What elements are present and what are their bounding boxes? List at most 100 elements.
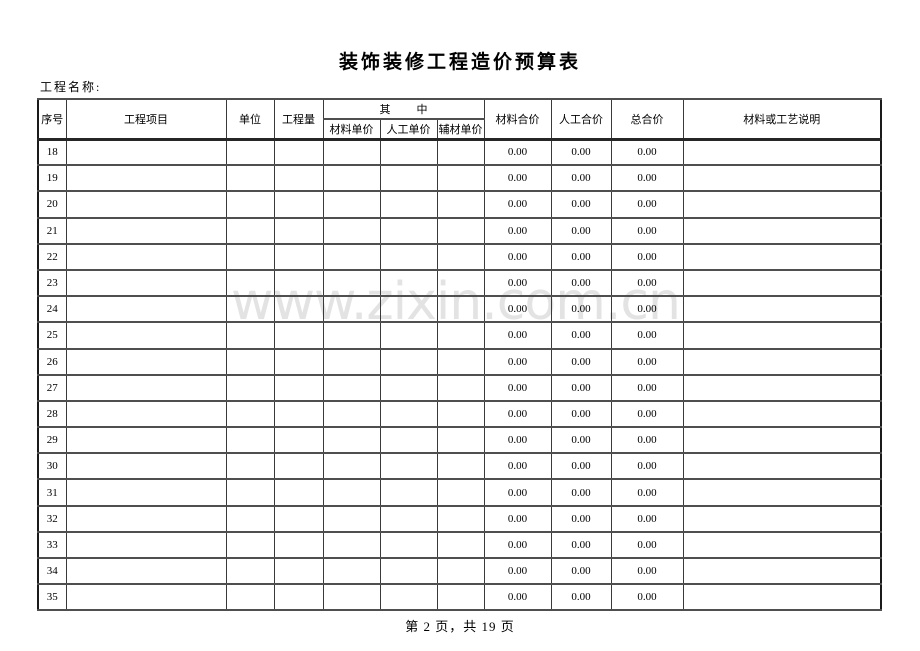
labor-unit-price-cell	[379, 373, 438, 402]
row-no-cell: 22	[37, 242, 67, 271]
unit-cell	[225, 530, 275, 560]
item-cell	[65, 347, 227, 376]
col-header-grand-total: 总合价	[610, 98, 684, 141]
item-cell	[65, 556, 227, 586]
row-no-cell: 32	[37, 504, 67, 533]
labor-unit-price-cell	[379, 321, 438, 350]
labor-unit-price-cell	[379, 530, 438, 560]
row-no-cell: 35	[37, 583, 67, 612]
material-total-cell: 0.00	[483, 268, 552, 298]
labor-total-cell: 0.00	[550, 321, 612, 350]
material-total-cell: 0.00	[483, 399, 552, 429]
unit-cell	[225, 347, 275, 376]
grand-total-cell: 0.00	[610, 530, 684, 560]
unit-cell	[225, 295, 275, 324]
quantity-cell	[273, 295, 324, 324]
grand-total-cell: 0.00	[610, 373, 684, 402]
material-total-cell: 0.00	[483, 242, 552, 271]
labor-total-cell: 0.00	[550, 242, 612, 271]
table-row: 34 0.00 0.00 0.00	[37, 556, 882, 586]
col-header-labor-total: 人工合价	[550, 98, 612, 141]
labor-unit-price-cell	[379, 164, 438, 193]
row-no-cell: 26	[37, 347, 67, 376]
labor-total-cell: 0.00	[550, 295, 612, 324]
quantity-cell	[273, 504, 324, 533]
labor-total-cell: 0.00	[550, 530, 612, 560]
quantity-cell	[273, 556, 324, 586]
labor-total-cell: 0.00	[550, 268, 612, 298]
quantity-cell	[273, 190, 324, 219]
item-cell	[65, 216, 227, 245]
table-row: 23 0.00 0.00 0.00	[37, 268, 882, 298]
aux-unit-price-cell	[436, 347, 485, 376]
row-no-cell: 31	[37, 478, 67, 507]
material-unit-price-cell	[322, 216, 381, 245]
material-total-cell: 0.00	[483, 504, 552, 533]
budget-table: 序号 工程项目 单位 工程量 其中 材料合价 人工合价 总合价 材料或工艺说明 …	[37, 98, 883, 612]
table-row: 35 0.00 0.00 0.00	[37, 583, 882, 612]
material-unit-price-cell	[322, 583, 381, 612]
row-no-cell: 34	[37, 556, 67, 586]
labor-total-cell: 0.00	[550, 478, 612, 507]
description-cell	[682, 426, 882, 455]
item-cell	[65, 137, 227, 167]
unit-cell	[225, 426, 275, 455]
quantity-cell	[273, 242, 324, 271]
unit-cell	[225, 583, 275, 612]
col-header-unit: 单位	[225, 98, 275, 141]
labor-total-cell: 0.00	[550, 426, 612, 455]
item-cell	[65, 164, 227, 193]
grand-total-cell: 0.00	[610, 190, 684, 219]
unit-cell	[225, 190, 275, 219]
row-no-cell: 29	[37, 426, 67, 455]
col-header-item: 工程项目	[65, 98, 227, 141]
item-cell	[65, 268, 227, 298]
material-total-cell: 0.00	[483, 164, 552, 193]
description-cell	[682, 556, 882, 586]
grand-total-cell: 0.00	[610, 295, 684, 324]
row-no-cell: 27	[37, 373, 67, 402]
quantity-cell	[273, 583, 324, 612]
description-cell	[682, 321, 882, 350]
quantity-cell	[273, 216, 324, 245]
col-header-no: 序号	[37, 98, 67, 141]
aux-unit-price-cell	[436, 268, 485, 298]
material-unit-price-cell	[322, 190, 381, 219]
labor-unit-price-cell	[379, 399, 438, 429]
item-cell	[65, 242, 227, 271]
table-row: 21 0.00 0.00 0.00	[37, 216, 882, 245]
col-header-description: 材料或工艺说明	[682, 98, 882, 141]
aux-unit-price-cell	[436, 216, 485, 245]
material-total-cell: 0.00	[483, 216, 552, 245]
grand-total-cell: 0.00	[610, 347, 684, 376]
col-header-aux-unit-price: 辅材单价	[436, 118, 485, 141]
table-row: 24 0.00 0.00 0.00	[37, 295, 882, 324]
row-no-cell: 28	[37, 399, 67, 429]
unit-cell	[225, 164, 275, 193]
description-cell	[682, 216, 882, 245]
quantity-cell	[273, 164, 324, 193]
aux-unit-price-cell	[436, 190, 485, 219]
item-cell	[65, 530, 227, 560]
labor-unit-price-cell	[379, 347, 438, 376]
col-header-among: 其中	[322, 98, 485, 120]
quantity-cell	[273, 478, 324, 507]
labor-unit-price-cell	[379, 242, 438, 271]
description-cell	[682, 164, 882, 193]
material-unit-price-cell	[322, 164, 381, 193]
grand-total-cell: 0.00	[610, 426, 684, 455]
description-cell	[682, 478, 882, 507]
aux-unit-price-cell	[436, 583, 485, 612]
material-total-cell: 0.00	[483, 452, 552, 481]
row-no-cell: 18	[37, 137, 67, 167]
table-row: 19 0.00 0.00 0.00	[37, 164, 882, 193]
unit-cell	[225, 373, 275, 402]
grand-total-cell: 0.00	[610, 216, 684, 245]
unit-cell	[225, 321, 275, 350]
item-cell	[65, 504, 227, 533]
quantity-cell	[273, 373, 324, 402]
material-unit-price-cell	[322, 242, 381, 271]
description-cell	[682, 583, 882, 612]
aux-unit-price-cell	[436, 426, 485, 455]
row-no-cell: 30	[37, 452, 67, 481]
